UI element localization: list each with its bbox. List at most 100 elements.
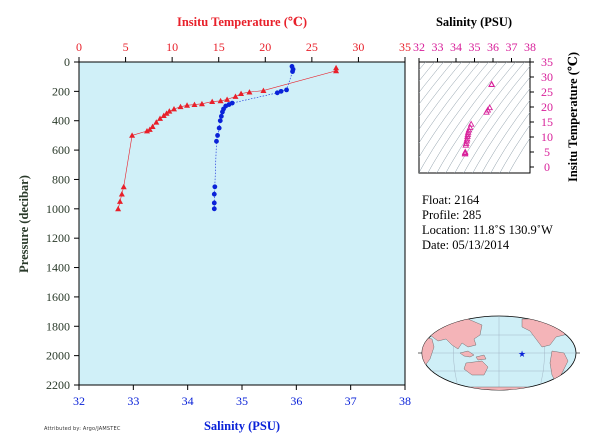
map-land-indonesia: [459, 350, 487, 361]
salinity-point: [274, 90, 280, 96]
map-land-antarctica: [422, 386, 576, 390]
pressure-tick-label: 800: [52, 172, 70, 186]
ts-point: [483, 108, 490, 115]
temperature-tick-label: 0: [76, 40, 82, 54]
pressure-tick-label: 1400: [46, 261, 70, 275]
temperature-point: [171, 105, 178, 112]
main-plot-area: [78, 61, 406, 386]
float-line: Float: 2164: [422, 193, 553, 208]
temperature-tick-label: 25: [306, 40, 318, 54]
profile-label: Profile:: [422, 208, 460, 222]
salinity-tick-label: 34: [182, 394, 194, 408]
salinity-point: [218, 113, 224, 119]
temperature-point: [191, 101, 198, 107]
temperature-point: [184, 102, 191, 108]
ts-point: [464, 130, 472, 137]
salinity-tick-label: 33: [127, 394, 139, 408]
temperature-point: [143, 128, 150, 134]
temperature-point: [198, 100, 205, 107]
ts-point: [465, 126, 473, 133]
temperature-point: [232, 93, 239, 99]
location-line: Location: 11.8˚S 130.9˚W: [422, 223, 553, 238]
main-profile-plot: 0 5 10 15 20 25 30 35 32 33 34 35 36 37 38 0 200 400 600 80…: [17, 15, 411, 433]
salinity-point: [216, 125, 222, 131]
ts-point: [486, 104, 494, 111]
float-info-panel: Float: 2164 Profile: 285 Location: 11.8˚…: [422, 193, 553, 253]
salinity-point: [217, 118, 223, 124]
temperature-axis-title: Insitu Temperature (℃): [177, 15, 307, 29]
ts-salinity-tick-label: 38: [524, 40, 536, 54]
pressure-tick-label: 1000: [46, 202, 70, 216]
profile-line: Profile: 285: [422, 208, 553, 223]
ts-point: [463, 137, 471, 144]
ts-temperature-tick-label: 20: [541, 100, 553, 114]
date-value: 05/13/2014: [452, 238, 510, 252]
temperature-point: [153, 119, 160, 125]
ts-temperature-tick-label: 15: [541, 115, 553, 129]
pressure-tick-label: 1800: [46, 319, 70, 333]
temperature-tick-label: 30: [352, 40, 364, 54]
salinity-point: [284, 87, 289, 93]
date-label: Date:: [422, 238, 450, 252]
pressure-tick-label: 2200: [46, 378, 70, 392]
temperature-point: [166, 108, 173, 114]
salinity-tick-label: 32: [73, 394, 85, 408]
ts-point: [462, 141, 470, 148]
temperature-point: [129, 132, 136, 138]
temperature-point: [163, 110, 170, 116]
float-value: 2164: [454, 193, 480, 207]
temperature-point: [333, 67, 340, 74]
salinity-tick-label: 36: [290, 394, 302, 408]
temperature-point: [217, 97, 224, 104]
salinity-point: [215, 133, 220, 138]
location-label: Location:: [422, 223, 470, 237]
date-line: Date: 05/13/2014: [422, 238, 553, 253]
ts-point: [461, 150, 469, 157]
pressure-tick-label: 200: [52, 84, 70, 98]
map-land-australia: [463, 360, 489, 376]
pressure-tick-label: 1600: [46, 290, 70, 304]
temperature-tick-label: 10: [166, 40, 178, 54]
temperature-point: [120, 183, 127, 190]
pressure-tick-label: 0: [64, 55, 70, 69]
density-contours: [419, 62, 530, 173]
salinity-axis-title: Salinity (PSU): [204, 419, 280, 433]
ts-point: [462, 139, 470, 146]
ts-salinity-axis-title: Salinity (PSU): [436, 15, 512, 29]
pressure-tick-label: 600: [52, 143, 70, 157]
temperature-point: [115, 205, 122, 212]
pressure-axis-title: Pressure (decibar): [17, 175, 31, 273]
temperature-point: [224, 96, 231, 102]
ts-point: [464, 132, 471, 139]
salinity-point: [290, 69, 295, 74]
temperature-point: [160, 112, 167, 118]
temperature-point: [116, 198, 123, 204]
temperature-point: [260, 87, 267, 94]
ts-temperature-tick-label: 30: [541, 70, 553, 84]
ts-salinity-tick-label: 37: [506, 40, 518, 54]
ts-salinity-tick-label: 34: [450, 40, 462, 54]
salinity-point: [214, 138, 219, 144]
temperature-point: [157, 115, 164, 121]
location-value: 11.8˚S 130.9˚W: [473, 223, 553, 237]
ts-temperature-tick-label: 10: [541, 130, 553, 144]
temperature-point: [246, 89, 253, 95]
ts-plot-area: [418, 61, 531, 174]
ts-point: [463, 135, 471, 142]
ts-temperature-axis-title: Insitu Temperature (℃): [566, 52, 580, 182]
salinity-tick-label: 37: [345, 394, 357, 408]
salinity-point: [211, 200, 217, 206]
salinity-point: [211, 191, 217, 197]
ts-salinity-tick-label: 35: [469, 40, 481, 54]
pressure-tick-label: 400: [52, 114, 70, 128]
temperature-point: [118, 191, 125, 197]
salinity-tick-label: 35: [236, 394, 248, 408]
temperature-point: [209, 98, 216, 105]
ts-temperature-tick-label: 0: [544, 160, 550, 174]
ts-salinity-tick-label: 33: [432, 40, 444, 54]
ts-temperature-tick-label: 35: [541, 55, 553, 69]
profile-value: 285: [462, 208, 482, 222]
temperature-point: [333, 64, 340, 71]
